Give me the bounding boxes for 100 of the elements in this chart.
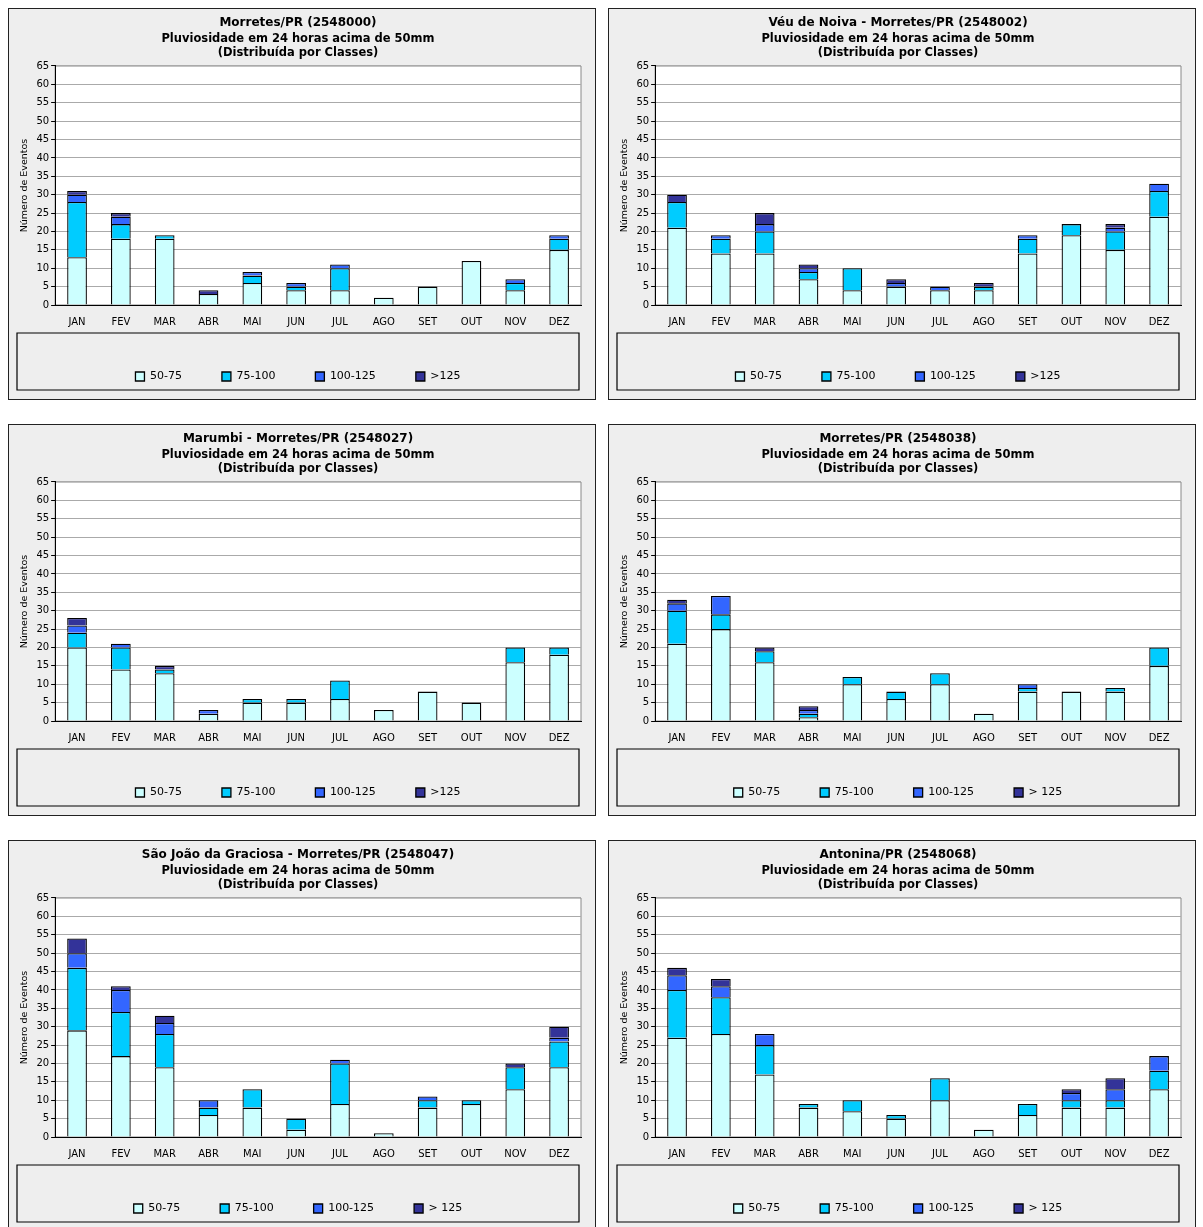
legend-label: 100-125 (928, 785, 975, 799)
legend-label: 75-100 (236, 785, 276, 799)
x-tick-label: MAR (153, 1147, 176, 1159)
y-tick-label: 20 (636, 1057, 650, 1069)
y-tick-label: 50 (636, 946, 650, 958)
x-tick-label: ABR (798, 1147, 819, 1159)
x-tick-label: NOV (504, 315, 527, 327)
y-tick-label: 0 (42, 714, 50, 726)
y-tick-label: 15 (636, 1075, 650, 1087)
y-tick-label: 55 (36, 96, 50, 108)
x-tick-label: NOV (1104, 731, 1127, 743)
y-tick-label: 50 (36, 530, 50, 542)
x-tick-label: JAN (67, 315, 86, 327)
y-tick-label: 35 (636, 585, 650, 597)
y-tick-label: 60 (36, 909, 50, 921)
legend-label: 75-100 (236, 369, 276, 383)
x-tick-label: DEZ (548, 731, 570, 743)
x-tick-label: AGO (972, 315, 996, 327)
x-tick-label: JUN (286, 731, 306, 743)
x-tick-label: JAN (67, 1147, 86, 1159)
chart-title: São João da Graciosa - Morretes/PR (2548047) (141, 847, 455, 862)
x-tick-label: JUL (331, 731, 349, 743)
legend-label: 50-75 (748, 1201, 781, 1215)
x-tick-label: SET (418, 1147, 438, 1159)
y-tick-label: 45 (36, 133, 50, 145)
x-tick-label: MAI (843, 731, 862, 743)
y-tick-label: 25 (36, 622, 50, 634)
y-tick-label: 25 (636, 622, 650, 634)
x-tick-label: MAI (243, 315, 262, 327)
x-tick-label: SET (1018, 315, 1038, 327)
x-tick-label: JUN (886, 731, 906, 743)
y-axis-title: Número de Eventos (618, 138, 630, 233)
x-tick-label: FEV (111, 315, 131, 327)
x-tick-label: JAN (67, 731, 86, 743)
x-tick-label: NOV (1104, 1147, 1127, 1159)
chart-subtitle: Pluviosidade em 24 horas acima de 50mm (Distribuída por Classes) (761, 31, 1035, 60)
x-tick-label: MAR (753, 1147, 776, 1159)
y-tick-label: 45 (36, 965, 50, 977)
x-tick-label: DEZ (548, 1147, 570, 1159)
y-tick-label: 5 (642, 696, 650, 708)
x-tick-label: AGO (372, 731, 396, 743)
y-tick-label: 0 (42, 1130, 50, 1142)
y-axis-title: Número de Eventos (18, 138, 30, 233)
x-tick-label: ABR (198, 1147, 219, 1159)
y-axis-title: Número de Eventos (618, 970, 630, 1065)
x-tick-label: JUL (331, 1147, 349, 1159)
x-tick-label: MAI (243, 731, 262, 743)
x-tick-label: FEV (111, 731, 131, 743)
y-tick-label: 20 (36, 641, 50, 653)
x-tick-label: ABR (798, 731, 819, 743)
y-tick-label: 65 (636, 475, 650, 487)
x-tick-label: OUT (460, 315, 483, 327)
y-tick-label: 5 (42, 1112, 50, 1124)
x-tick-label: JUL (931, 731, 949, 743)
y-tick-label: 10 (636, 1093, 650, 1105)
legend-label: 100-125 (928, 1201, 975, 1215)
y-tick-label: 55 (36, 928, 50, 940)
y-axis-title: Número de Eventos (18, 970, 30, 1065)
chart-title: Morretes/PR (2548038) (819, 431, 977, 446)
x-tick-label: MAR (753, 731, 776, 743)
y-tick-label: 5 (42, 696, 50, 708)
legend-label: 75-100 (234, 1201, 274, 1215)
y-tick-label: 40 (36, 151, 50, 163)
x-tick-label: JUN (286, 1147, 306, 1159)
legend-label: 50-75 (749, 369, 782, 383)
y-tick-label: 55 (36, 512, 50, 524)
chart-title: Morretes/PR (2548000) (219, 15, 377, 30)
y-tick-label: 40 (636, 983, 650, 995)
y-tick-label: 10 (36, 677, 50, 689)
x-tick-label: AGO (372, 315, 396, 327)
y-tick-label: 0 (42, 298, 50, 310)
y-tick-label: 50 (36, 114, 50, 126)
chart-subtitle: Pluviosidade em 24 horas acima de 50mm (Distribuída por Classes) (161, 31, 435, 60)
y-tick-label: 30 (636, 188, 650, 200)
chart-title: Véu de Noiva - Morretes/PR (2548002) (768, 15, 1028, 30)
chart-subtitle: Pluviosidade em 24 horas acima de 50mm (Distribuída por Classes) (761, 863, 1035, 892)
y-tick-label: 25 (636, 1038, 650, 1050)
y-tick-label: 45 (36, 549, 50, 561)
x-tick-label: JUL (931, 315, 949, 327)
y-tick-label: 60 (36, 77, 50, 89)
y-tick-label: 45 (636, 133, 650, 145)
x-tick-label: MAI (843, 315, 862, 327)
x-tick-label: OUT (1060, 315, 1083, 327)
x-tick-label: JAN (667, 1147, 686, 1159)
y-tick-label: 50 (636, 114, 650, 126)
chart-title: Antonina/PR (2548068) (819, 847, 977, 862)
y-axis-title: Número de Eventos (618, 554, 630, 649)
y-tick-label: 60 (636, 77, 650, 89)
x-tick-label: OUT (1060, 1147, 1083, 1159)
legend-label: 50-75 (149, 369, 182, 383)
y-tick-label: 35 (36, 585, 50, 597)
legend-label: 50-75 (149, 785, 182, 799)
x-tick-label: JAN (667, 315, 686, 327)
legend-label: 50-75 (148, 1201, 181, 1215)
legend-label: 75-100 (836, 369, 876, 383)
x-tick-label: SET (1018, 731, 1038, 743)
legend-label: >125 (1030, 369, 1061, 383)
legend-label: 50-75 (748, 785, 781, 799)
y-tick-label: 45 (636, 549, 650, 561)
y-tick-label: 20 (636, 641, 650, 653)
